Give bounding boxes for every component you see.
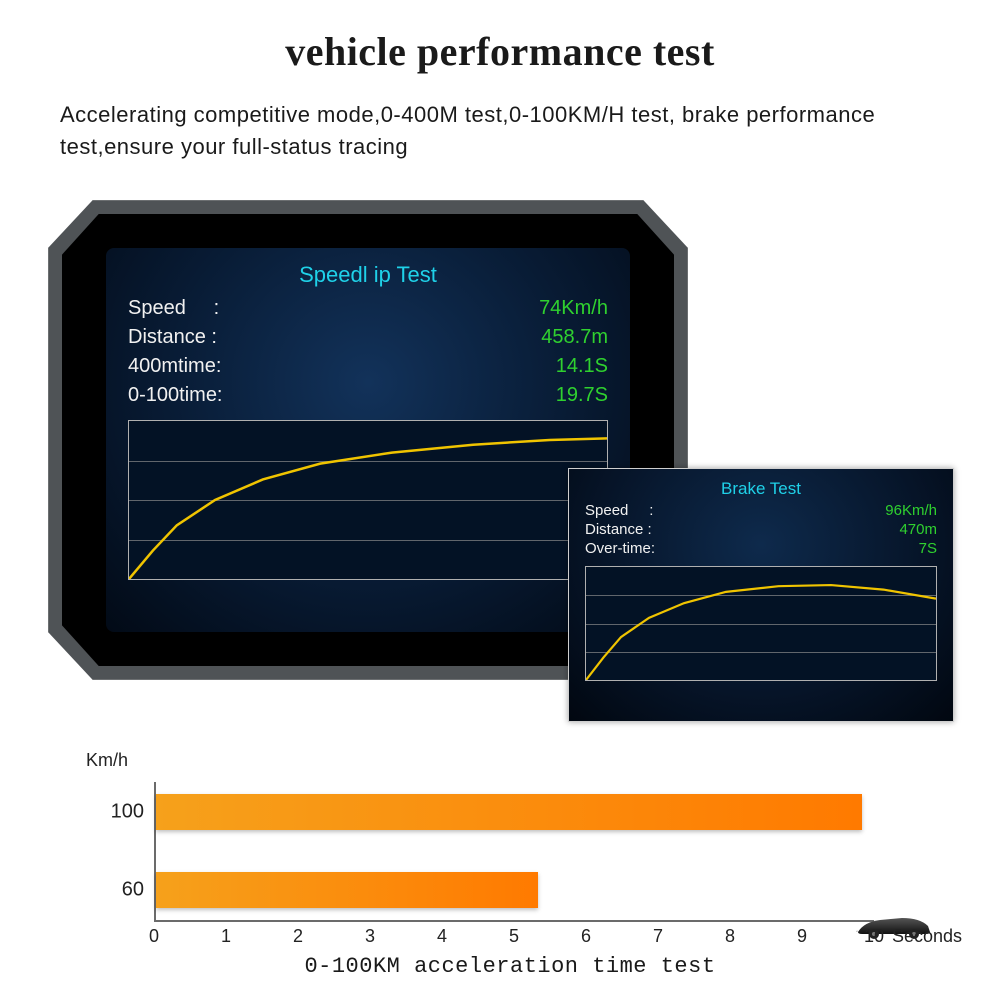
brake-title: Brake Test [585,479,937,499]
metric-row: 400mtime: 14.1S [128,352,608,381]
accel-x-tick: 2 [293,926,303,947]
metric-label: Speed : [128,297,219,320]
metric-label: Over-time: [585,540,655,557]
accel-x-unit: Seconds [892,926,962,947]
speedup-title: Speedl ip Test [128,262,608,288]
metric-row: Distance : 470m [585,520,937,539]
accel-x-tick: 5 [509,926,519,947]
accel-x-tick: 7 [653,926,663,947]
speedup-screen: Speedl ip Test Speed : 74Km/h Distance : 45… [106,248,630,632]
metric-row: Speed : 96Km/h [585,501,937,520]
speedup-chart [128,420,608,580]
metric-row: Speed : 74Km/h [128,294,608,323]
accel-y-label: 60 [122,879,156,902]
metric-value: 96Km/h [885,502,937,519]
accel-x-tick: 1 [221,926,231,947]
metric-label: 400mtime: [128,355,221,378]
brake-metrics: Speed : 96Km/h Distance : 470m Over-time: 7S [585,501,937,558]
accel-x-tick: 8 [725,926,735,947]
page-title: vehicle performance test [0,0,1000,75]
metric-label: Distance : [128,326,217,349]
metric-row: Over-time: 7S [585,539,937,558]
metric-value: 74Km/h [539,297,608,320]
accel-y-unit: Km/h [86,750,128,771]
metric-value: 458.7m [541,326,608,349]
brake-chart [585,566,937,681]
metric-row: Distance : 458.7m [128,323,608,352]
metric-row: 0-100time: 19.7S [128,381,608,410]
metric-value: 470m [899,521,937,538]
metric-label: Distance : [585,521,652,538]
speedup-metrics: Speed : 74Km/h Distance : 458.7m 400mtime: 14… [128,294,608,410]
metric-value: 7S [919,540,937,557]
brake-screen: Brake Test Speed :96Km/hDistance :470mOv… [568,468,954,722]
accel-plot: 10060 [154,782,874,922]
metric-label: 0-100time: [128,384,223,407]
accel-caption: 0-100KM acceleration time test [80,954,940,979]
metric-label: Speed : [585,502,653,519]
accel-bar [156,872,538,908]
accel-x-tick: 10 [864,926,884,947]
accel-x-tick: 4 [437,926,447,947]
accel-x-tick: 6 [581,926,591,947]
accel-y-label: 100 [111,801,156,824]
page-subtitle: Accelerating competitive mode,0-400M tes… [0,75,1000,163]
accel-x-tick: 9 [797,926,807,947]
accel-x-tick: 0 [149,926,159,947]
metric-value: 19.7S [556,384,608,407]
accel-x-tick: 3 [365,926,375,947]
accel-bar [156,794,862,830]
metric-value: 14.1S [556,355,608,378]
